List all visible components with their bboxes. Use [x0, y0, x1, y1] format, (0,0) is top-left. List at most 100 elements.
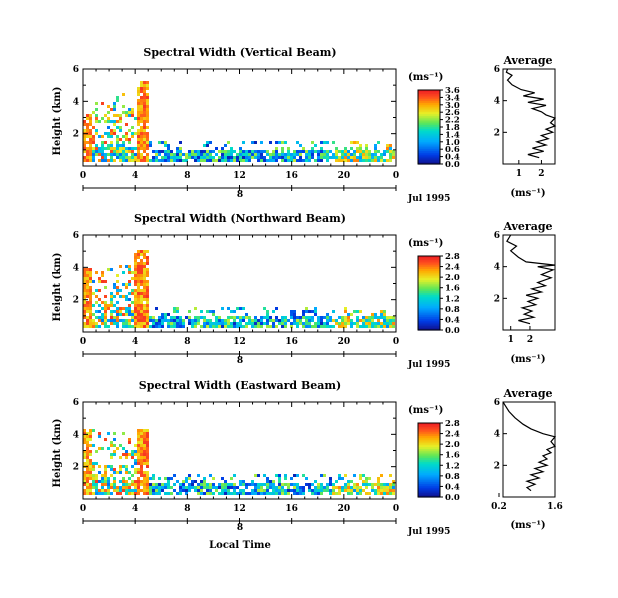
- heatmap-cell: [329, 150, 332, 153]
- y-tick-label: 4: [73, 263, 79, 273]
- heatmap-cell: [143, 90, 146, 93]
- heatmap-cell: [224, 319, 227, 322]
- heatmap-cell: [275, 486, 278, 489]
- heatmap-cell: [272, 486, 275, 489]
- heatmap-cell: [92, 141, 95, 144]
- heatmap-cell: [329, 319, 332, 322]
- heatmap-cell: [101, 156, 104, 159]
- heatmap-cell: [236, 307, 239, 310]
- heatmap-cell: [137, 480, 140, 483]
- heatmap-cell: [101, 147, 104, 150]
- heatmap-cell: [350, 319, 353, 322]
- heatmap-cell: [143, 480, 146, 483]
- heatmap-cell: [125, 265, 128, 268]
- heatmap-cell: [131, 292, 134, 295]
- heatmap-cell: [140, 253, 143, 256]
- date-label: Jul 1995: [407, 194, 450, 204]
- heatmap-cell: [149, 316, 152, 319]
- heatmap-cell: [83, 471, 86, 474]
- heatmap-cell: [272, 150, 275, 153]
- heatmap-cell: [224, 144, 227, 147]
- heatmap-cell: [143, 271, 146, 274]
- colorbar-segment: [418, 428, 440, 431]
- heatmap-cell: [125, 132, 128, 135]
- heatmap-cell: [350, 159, 353, 162]
- heatmap-cell: [83, 301, 86, 304]
- heatmap-cell: [89, 268, 92, 271]
- heatmap-cell: [119, 489, 122, 492]
- heatmap-cell: [260, 319, 263, 322]
- heatmap-cell: [179, 153, 182, 156]
- heatmap-cell: [203, 492, 206, 495]
- heatmap-cell: [164, 153, 167, 156]
- heatmap-cell: [170, 477, 173, 480]
- colorbar-segment: [418, 268, 440, 272]
- heatmap-cell: [317, 322, 320, 325]
- heatmap-cell: [134, 265, 137, 268]
- heatmap-cell: [137, 325, 140, 328]
- heatmap-cell: [296, 483, 299, 486]
- heatmap-cell: [386, 316, 389, 319]
- heatmap-cell: [329, 325, 332, 328]
- heatmap-cell: [266, 486, 269, 489]
- heatmap-cell: [83, 147, 86, 150]
- heatmap-cell: [224, 480, 227, 483]
- x-tick-label: 0: [80, 337, 86, 347]
- heatmap-cell: [89, 156, 92, 159]
- heatmap-cell: [134, 298, 137, 301]
- heatmap-cell: [104, 147, 107, 150]
- heatmap-cell: [104, 325, 107, 328]
- heatmap-cell: [302, 159, 305, 162]
- heatmap-cell: [86, 271, 89, 274]
- heatmap-cell: [302, 325, 305, 328]
- heatmap-cell: [245, 486, 248, 489]
- heatmap-cell: [110, 441, 113, 444]
- heatmap-cell: [95, 147, 98, 150]
- heatmap-cell: [101, 492, 104, 495]
- heatmap-cell: [383, 310, 386, 313]
- heatmap-cell: [224, 492, 227, 495]
- heatmap-cell: [197, 489, 200, 492]
- heatmap-cell: [128, 271, 131, 274]
- heatmap-cell: [134, 489, 137, 492]
- colorbar-segment: [418, 302, 440, 305]
- heatmap-cell: [326, 156, 329, 159]
- heatmap-cell: [389, 486, 392, 489]
- heatmap-cell: [131, 147, 134, 150]
- heatmap-cell: [332, 492, 335, 495]
- colorbar-segment: [418, 97, 440, 100]
- heatmap-cell: [284, 319, 287, 322]
- heatmap-cell: [254, 492, 257, 495]
- average-frame: [502, 401, 556, 498]
- heatmap-cell: [359, 150, 362, 153]
- heatmap-cell: [305, 307, 308, 310]
- heatmap-cell: [86, 471, 89, 474]
- heatmap-cell: [341, 159, 344, 162]
- heatmap-cell: [146, 289, 149, 292]
- heatmap-cell: [113, 283, 116, 286]
- heatmap-cell: [92, 429, 95, 432]
- heatmap-cell: [260, 153, 263, 156]
- heatmap-cell: [110, 444, 113, 447]
- heatmap-cell: [89, 477, 92, 480]
- colorbar-segment: [418, 130, 440, 134]
- colorbar-segment: [418, 317, 440, 320]
- heatmap-cell: [389, 153, 392, 156]
- heatmap-cell: [83, 492, 86, 495]
- heatmap-cell: [143, 459, 146, 462]
- heatmap-cell: [335, 322, 338, 325]
- heatmap-cell: [176, 325, 179, 328]
- heatmap-cell: [296, 141, 299, 144]
- heatmap-cell: [227, 325, 230, 328]
- heatmap-cell: [239, 480, 242, 483]
- heatmap-cell: [116, 301, 119, 304]
- heatmap-cell: [116, 135, 119, 138]
- heatmap-cell: [251, 322, 254, 325]
- heatmap-cell: [113, 129, 116, 132]
- heatmap-cell: [161, 486, 164, 489]
- heatmap-cell: [290, 477, 293, 480]
- heatmap-cell: [140, 289, 143, 292]
- heatmap-cell: [140, 268, 143, 271]
- heatmap-cell: [104, 153, 107, 156]
- heatmap-cell: [212, 322, 215, 325]
